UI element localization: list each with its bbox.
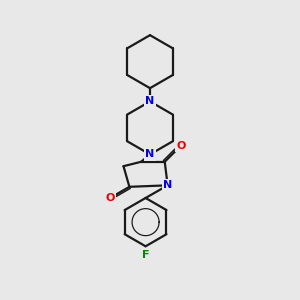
Text: N: N [146, 96, 154, 106]
Text: F: F [142, 250, 149, 260]
Text: O: O [176, 141, 185, 151]
Text: N: N [146, 149, 154, 159]
Text: N: N [163, 180, 172, 190]
Text: O: O [105, 193, 114, 203]
